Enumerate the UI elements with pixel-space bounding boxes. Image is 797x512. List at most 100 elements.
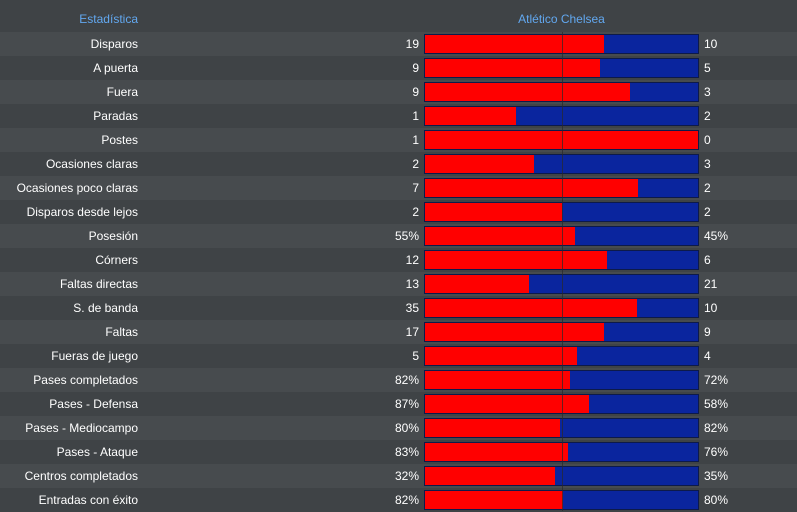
- comparison-bar: [424, 466, 699, 486]
- stat-label: Ocasiones claras: [45, 157, 138, 171]
- stat-row: Pases - Ataque 83% 76%: [0, 440, 797, 464]
- stat-row: Ocasiones poco claras 7 2: [0, 176, 797, 200]
- comparison-bar: [424, 202, 699, 222]
- column-header-teams: Atlético Chelsea: [518, 12, 605, 26]
- away-value: 45%: [704, 229, 729, 243]
- home-bar-fill: [425, 275, 530, 293]
- stat-label: Posesión: [88, 229, 138, 243]
- home-value: 55%: [394, 229, 419, 243]
- home-value: 1: [412, 109, 419, 123]
- stat-row: A puerta 9 5: [0, 56, 797, 80]
- home-bar-fill: [425, 371, 571, 389]
- home-value: 1: [412, 133, 419, 147]
- away-value: 2: [704, 181, 711, 195]
- home-bar-fill: [425, 467, 556, 485]
- column-header-statistic[interactable]: Estadística: [79, 12, 138, 26]
- stat-label: Ocasiones poco claras: [16, 181, 138, 195]
- home-bar-fill: [425, 203, 562, 221]
- stat-label: Córners: [95, 253, 138, 267]
- home-value: 83%: [394, 445, 419, 459]
- away-value: 21: [704, 277, 718, 291]
- home-value: 2: [412, 205, 419, 219]
- home-bar-fill: [425, 179, 638, 197]
- comparison-bar: [424, 418, 699, 438]
- away-value: 2: [704, 109, 711, 123]
- stat-row: Fuera 9 3: [0, 80, 797, 104]
- comparison-bar: [424, 274, 699, 294]
- home-value: 9: [412, 61, 419, 75]
- comparison-bar: [424, 226, 699, 246]
- stat-label: Pases - Mediocampo: [25, 421, 138, 435]
- away-value: 6: [704, 253, 711, 267]
- stat-row: Fueras de juego 5 4: [0, 344, 797, 368]
- away-value: 76%: [704, 445, 729, 459]
- stat-label: Disparos desde lejos: [26, 205, 138, 219]
- stat-label: Fuera: [106, 85, 138, 99]
- home-bar-fill: [425, 35, 604, 53]
- home-value: 35: [405, 301, 419, 315]
- home-bar-fill: [425, 131, 698, 149]
- stat-label: S. de banda: [73, 301, 138, 315]
- home-bar-fill: [425, 299, 638, 317]
- stat-label: Postes: [101, 133, 138, 147]
- comparison-bar: [424, 178, 699, 198]
- stat-label: Faltas directas: [59, 277, 138, 291]
- stats-header: Estadística Atlético Chelsea: [0, 0, 797, 32]
- comparison-bar: [424, 370, 699, 390]
- away-value: 80%: [704, 493, 729, 507]
- comparison-bar: [424, 490, 699, 510]
- stat-row: Paradas 1 2: [0, 104, 797, 128]
- home-bar-fill: [425, 83, 630, 101]
- stat-label: Pases completados: [33, 373, 138, 387]
- comparison-bar: [424, 130, 699, 150]
- stat-row: Disparos desde lejos 2 2: [0, 200, 797, 224]
- comparison-bar: [424, 82, 699, 102]
- stat-label: Entradas con éxito: [38, 493, 138, 507]
- stat-row: Entradas con éxito 82% 80%: [0, 488, 797, 512]
- home-bar-fill: [425, 491, 564, 509]
- home-value: 9: [412, 85, 419, 99]
- stat-row: Postes 1 0: [0, 128, 797, 152]
- home-value: 17: [405, 325, 419, 339]
- away-value: 58%: [704, 397, 729, 411]
- away-value: 0: [704, 133, 711, 147]
- comparison-bar: [424, 106, 699, 126]
- away-value: 82%: [704, 421, 729, 435]
- home-bar-fill: [425, 347, 577, 365]
- home-bar-fill: [425, 155, 535, 173]
- stat-row: Faltas directas 13 21: [0, 272, 797, 296]
- stat-row: Ocasiones claras 2 3: [0, 152, 797, 176]
- home-bar-fill: [425, 443, 568, 461]
- comparison-bar: [424, 442, 699, 462]
- stat-label: Paradas: [93, 109, 138, 123]
- away-value: 35%: [704, 469, 729, 483]
- home-value: 13: [405, 277, 419, 291]
- stat-label: Faltas: [105, 325, 138, 339]
- comparison-bar: [424, 250, 699, 270]
- away-value: 5: [704, 61, 711, 75]
- home-bar-fill: [425, 59, 600, 77]
- stat-row: S. de banda 35 10: [0, 296, 797, 320]
- stat-row: Pases - Defensa 87% 58%: [0, 392, 797, 416]
- stat-row: Centros completados 32% 35%: [0, 464, 797, 488]
- away-value: 9: [704, 325, 711, 339]
- comparison-bar: [424, 34, 699, 54]
- stat-label: Disparos: [90, 37, 138, 51]
- home-bar-fill: [425, 395, 589, 413]
- home-bar-fill: [425, 419, 560, 437]
- home-value: 32%: [394, 469, 419, 483]
- comparison-bar: [424, 394, 699, 414]
- home-bar-fill: [425, 107, 516, 125]
- home-bar-fill: [425, 323, 604, 341]
- stat-row: Córners 12 6: [0, 248, 797, 272]
- home-bar-fill: [425, 227, 576, 245]
- home-bar-fill: [425, 251, 608, 269]
- away-value: 10: [704, 301, 718, 315]
- comparison-bar: [424, 58, 699, 78]
- home-value: 12: [405, 253, 419, 267]
- home-value: 82%: [394, 373, 419, 387]
- stat-row: Pases completados 82% 72%: [0, 368, 797, 392]
- comparison-bar: [424, 298, 699, 318]
- away-value: 72%: [704, 373, 729, 387]
- stat-row: Disparos 19 10: [0, 32, 797, 56]
